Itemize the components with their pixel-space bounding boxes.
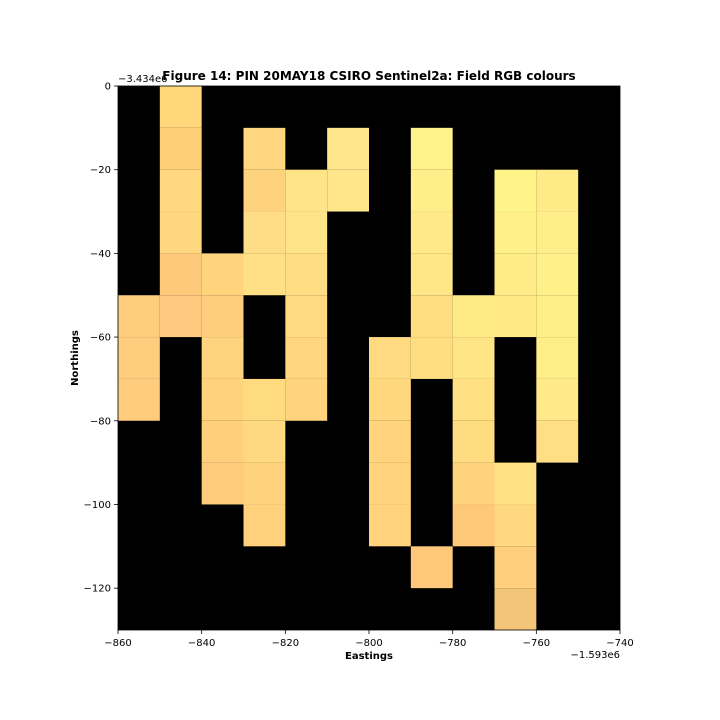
- heatmap-cell: [243, 420, 286, 463]
- heatmap-cell: [118, 378, 160, 421]
- heatmap-cell: [201, 378, 244, 421]
- heatmap-cell: [410, 337, 453, 379]
- heatmap-cell: [410, 253, 453, 296]
- heatmap-cell: [159, 169, 202, 212]
- x-tick-label: −820: [272, 638, 299, 649]
- heatmap-cell: [410, 295, 453, 338]
- heatmap-cell: [452, 337, 495, 379]
- heatmap-cell: [536, 337, 579, 379]
- heatmap-cell: [452, 378, 495, 421]
- chart-title: Figure 14: PIN 20MAY18 CSIRO Sentinel2a:…: [162, 69, 575, 83]
- heatmap-cell: [452, 504, 495, 547]
- heatmap-cell: [410, 169, 453, 212]
- heatmap-cell: [452, 420, 495, 463]
- heatmap-cell: [327, 169, 369, 212]
- heatmap-cell: [118, 337, 160, 379]
- heatmap-cell: [118, 295, 160, 338]
- y-axis-label: Northings: [70, 330, 81, 386]
- heatmap-cell: [494, 462, 537, 505]
- x-offset-label: −1.593e6: [570, 650, 620, 661]
- heatmap-cell: [285, 337, 328, 379]
- heatmap-cell: [243, 169, 286, 212]
- heatmap-cell: [536, 253, 579, 296]
- heatmap-cell: [243, 504, 286, 547]
- heatmap-cell: [159, 86, 202, 128]
- y-tick-label: −60: [90, 333, 111, 344]
- heatmap-cell: [369, 337, 411, 379]
- x-tick-label: −840: [188, 638, 215, 649]
- x-tick-label: −760: [523, 638, 550, 649]
- heatmap-cell: [369, 504, 411, 547]
- heatmap-cell: [494, 295, 537, 338]
- heatmap-cell: [201, 253, 244, 296]
- heatmap-cell: [536, 420, 579, 463]
- heatmap-cell: [536, 169, 579, 212]
- heatmap-cell: [159, 253, 202, 296]
- heatmap-cell: [159, 295, 202, 338]
- heatmap-cell: [494, 546, 537, 589]
- heatmap-cell: [327, 127, 369, 170]
- heatmap-cell: [410, 127, 453, 170]
- heatmap-cell: [536, 211, 579, 254]
- heatmap-cell: [369, 378, 411, 421]
- y-tick-label: −120: [84, 584, 111, 595]
- x-axis: −860 −840 −820 −800 −780 −760 −740: [104, 630, 634, 649]
- heatmap-cell: [536, 378, 579, 421]
- heatmap-cell: [201, 337, 244, 379]
- heatmap-cell: [410, 211, 453, 254]
- heatmap-cell: [369, 462, 411, 505]
- x-tick-label: −860: [104, 638, 131, 649]
- y-axis: 0 −20 −40 −60 −80 −100 −120: [84, 82, 118, 595]
- heatmap-cell: [494, 253, 537, 296]
- y-tick-label: −100: [84, 500, 111, 511]
- heatmap-cell: [243, 127, 286, 170]
- heatmap-cell: [243, 378, 286, 421]
- x-tick-label: −740: [606, 638, 633, 649]
- y-tick-label: −40: [90, 249, 111, 260]
- heatmap-cell: [494, 588, 537, 630]
- heatmap-cell: [452, 295, 495, 338]
- x-axis-label: Eastings: [345, 651, 393, 662]
- heatmap-cell: [201, 462, 244, 505]
- y-offset-label: −3.434e6: [118, 74, 168, 85]
- heatmap-cell: [285, 253, 328, 296]
- heatmap-cell: [285, 211, 328, 254]
- heatmap-cell: [285, 169, 328, 212]
- x-tick-label: −800: [355, 638, 382, 649]
- heatmap-cell: [201, 295, 244, 338]
- y-tick-label: −80: [90, 416, 111, 427]
- heatmap-cell: [369, 420, 411, 463]
- y-tick-label: −20: [90, 165, 111, 176]
- heatmap-cell: [159, 211, 202, 254]
- heatmap-cell: [243, 462, 286, 505]
- heatmap-cell: [159, 127, 202, 170]
- heatmap-cell: [243, 211, 286, 254]
- heatmap-cell: [201, 420, 244, 463]
- heatmap-cell: [410, 546, 453, 589]
- heatmap-cell: [285, 295, 328, 338]
- heatmap-cell: [494, 169, 537, 212]
- heatmap-cells: [118, 86, 579, 630]
- heatmap-cell: [243, 253, 286, 296]
- heatmap-cell: [494, 504, 537, 547]
- heatmap-cell: [452, 462, 495, 505]
- y-tick-label: 0: [105, 82, 111, 93]
- heatmap-cell: [285, 378, 328, 421]
- heatmap-cell: [494, 211, 537, 254]
- heatmap-cell: [536, 295, 579, 338]
- x-tick-label: −780: [439, 638, 466, 649]
